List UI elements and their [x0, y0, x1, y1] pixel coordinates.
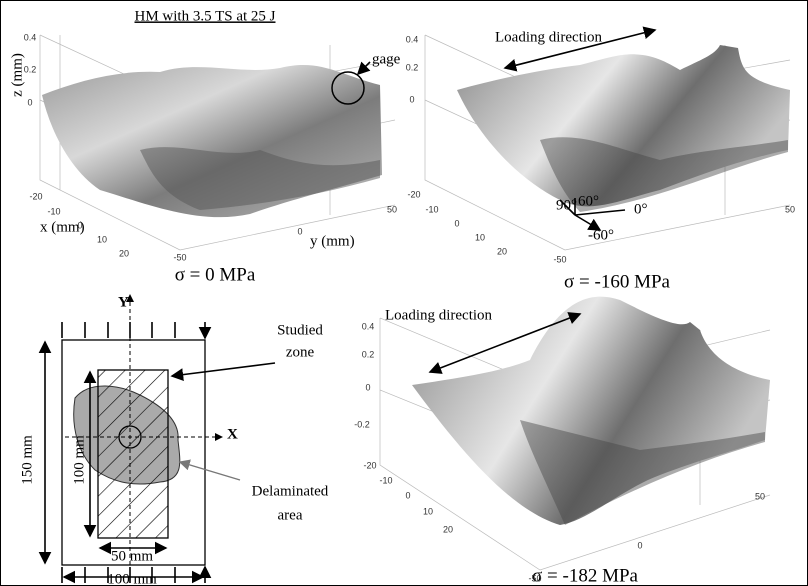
figure: HM with 3.5 TS at 25 J z (mm) x (mm) y (…	[0, 0, 808, 586]
surface-plot-1	[40, 35, 395, 250]
z-tick-label: 0.2	[406, 62, 419, 72]
x-tick-label: 10	[97, 234, 107, 244]
y-axis-label: y (mm)	[310, 233, 355, 249]
x-tick-label: -10	[425, 204, 438, 214]
z-tick-label: 0	[27, 97, 32, 107]
surface-plot-3	[380, 297, 770, 570]
y-tick-label: 50	[387, 204, 397, 214]
loading-direction: Loading direction	[385, 307, 493, 323]
loading-direction: Loading direction	[495, 29, 603, 45]
surface-plot-2	[425, 30, 790, 250]
studied-zone-label: Studied	[277, 322, 323, 338]
angle-label: -60°	[588, 227, 614, 243]
dimension-label: 150 mm	[19, 435, 35, 485]
panel-title: HM with 3.5 TS at 25 J	[135, 8, 276, 24]
caption: σ = -160 MPa	[564, 271, 670, 292]
x-tick-label: 20	[497, 246, 507, 256]
dimension-label: 50 mm	[111, 548, 153, 564]
x-tick-label: 20	[443, 524, 453, 534]
x-tick-label: 0	[405, 490, 410, 500]
z-tick-label: 0	[409, 94, 414, 104]
x-tick-label: 0	[454, 218, 459, 228]
y-tick-label: -50	[528, 573, 541, 583]
gage-arrow	[358, 62, 370, 74]
gage-label: gage	[372, 51, 401, 67]
dimension-label: 100 mm	[71, 435, 87, 485]
angle-label: 0°	[634, 201, 648, 217]
y-tick-label: 50	[785, 204, 795, 214]
x-tick-label: -10	[379, 475, 392, 485]
delaminated-label: Delaminated	[252, 483, 329, 499]
z-axis-label: z (mm)	[9, 53, 25, 97]
axis-x-label: X	[227, 426, 238, 442]
angle-label: 90°	[556, 197, 577, 213]
caption: σ = 0 MPa	[175, 264, 256, 285]
x-tick-label: -20	[407, 189, 420, 199]
studied-zone-label: zone	[286, 344, 315, 360]
x-tick-label: -10	[47, 206, 60, 216]
z-tick-label: 0.4	[406, 34, 419, 44]
z-tick-label: -0.2	[354, 419, 370, 429]
z-tick-label: 0.2	[24, 64, 37, 74]
x-tick-label: 0	[77, 220, 82, 230]
angle-label: 60°	[578, 193, 599, 209]
y-tick-label: 0	[637, 540, 642, 550]
z-tick-label: 0.2	[362, 349, 375, 359]
y-tick-label: -50	[173, 252, 186, 262]
x-tick-label: 10	[423, 506, 433, 516]
x-tick-label: 20	[119, 248, 129, 258]
axis-y-label: Y	[118, 294, 129, 310]
dimension-label: 100 mm	[107, 571, 157, 586]
x-tick-label: -20	[29, 191, 42, 201]
z-tick-label: 0.4	[24, 32, 37, 42]
y-tick-label: 50	[755, 491, 765, 501]
x-tick-label: 10	[475, 232, 485, 242]
z-tick-label: 0	[365, 382, 370, 392]
z-tick-label: 0.4	[362, 321, 375, 331]
delaminated-label: area	[278, 507, 303, 523]
y-tick-label: 0	[297, 226, 302, 236]
y-tick-label: -50	[553, 254, 566, 264]
caption: σ = -182 MPa	[532, 565, 638, 586]
x-tick-label: -20	[363, 460, 376, 470]
